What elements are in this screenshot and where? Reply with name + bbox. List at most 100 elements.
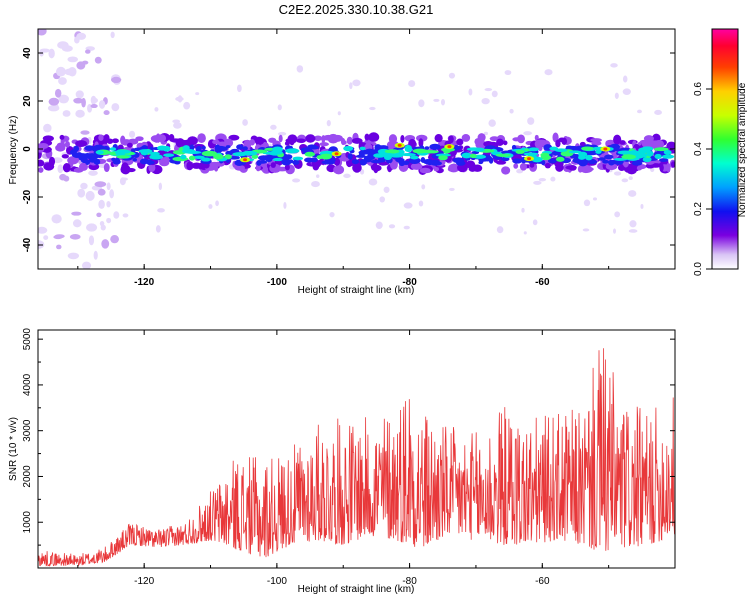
spectrogram-blob xyxy=(517,134,525,144)
snr-ylabel: SNR (10 * v/v) xyxy=(8,417,19,481)
spectrogram-blob xyxy=(409,155,419,160)
spectrogram-blob xyxy=(180,154,187,160)
spectrogram-blob xyxy=(642,156,652,163)
snr-series-line xyxy=(38,348,675,567)
spectrogram-blob xyxy=(519,162,527,171)
spectrogram-blob xyxy=(346,161,355,167)
spectrogram-blob xyxy=(94,181,107,188)
spectrogram-blob xyxy=(512,158,523,164)
spectrogram-blob xyxy=(547,158,557,164)
spectrogram-blob xyxy=(447,165,459,173)
spectrogram-blob xyxy=(621,154,636,160)
spectrogram-blob xyxy=(257,160,268,164)
spectrogram-blob xyxy=(277,131,287,136)
spectrogram-blob xyxy=(630,150,639,156)
spectrogram-blob xyxy=(641,139,654,149)
spectrogram-blob xyxy=(200,157,211,162)
spectrogram-blob xyxy=(109,189,115,199)
spectrogram-blob xyxy=(64,141,70,148)
spectrogram-blob xyxy=(555,156,565,162)
spectrogram-blob xyxy=(426,159,433,166)
spectrogram-blob xyxy=(73,97,83,104)
spectrogram-blob xyxy=(603,147,608,151)
spectrogram-blob xyxy=(334,152,339,156)
spectrogram-blob xyxy=(242,146,248,151)
snr-xtick-label: -120 xyxy=(134,576,154,587)
spectrogram-blob xyxy=(193,155,205,159)
spectrogram-blob xyxy=(308,145,320,150)
spectrogram-blob xyxy=(225,145,231,149)
spectrogram-blob xyxy=(613,134,622,145)
spectrogram-blob xyxy=(626,163,637,173)
spectrogram-blob xyxy=(661,154,675,159)
spectrogram-blob xyxy=(300,147,310,152)
spectrogram-xlabel: Height of straight line (km) xyxy=(298,285,415,296)
spectrogram-blob xyxy=(433,166,440,172)
spectrogram-blob xyxy=(435,153,451,157)
spectrogram-blob xyxy=(270,162,276,168)
spectrogram-blob xyxy=(628,190,637,197)
spectrogram-blob xyxy=(183,101,191,110)
spectrogram-blob xyxy=(96,212,102,218)
spectrogram-blob xyxy=(371,164,382,172)
spectrogram-blob xyxy=(550,176,556,182)
spectrogram-blob xyxy=(369,106,376,111)
spectrogram-blob xyxy=(590,160,598,164)
colorbar-ticks: 0.0 0.2 0.4 0.6 xyxy=(693,82,712,276)
spectrogram-blob xyxy=(58,94,69,104)
spectrogram-blob xyxy=(95,150,104,155)
spectrogram-blob xyxy=(94,56,102,64)
spectrogram-blob xyxy=(80,182,88,190)
spectrogram-blob xyxy=(434,146,440,150)
spectrogram-blob xyxy=(544,162,551,169)
spectrogram-blob xyxy=(523,131,532,136)
spectrogram-blob xyxy=(304,151,316,157)
spectrogram-blob xyxy=(175,96,184,102)
spectrogram-blob xyxy=(241,150,258,156)
spectrogram-blob xyxy=(516,169,524,174)
spectrogram-blob xyxy=(540,152,550,158)
spectrogram-blob xyxy=(418,99,425,108)
spectrogram-blob xyxy=(358,150,365,158)
spectrogram-blob xyxy=(670,161,675,168)
spectrogram-blob xyxy=(374,144,382,151)
spectrogram-blob xyxy=(388,224,396,229)
spectrogram-blob xyxy=(628,229,638,233)
spectrogram-blob xyxy=(610,159,618,165)
spectrogram-blob xyxy=(69,233,81,240)
spectrogram-blob xyxy=(622,88,631,95)
spectrogram-blob xyxy=(532,219,538,226)
spectrogram-blob xyxy=(101,239,110,249)
spectrogram-blob xyxy=(572,153,577,157)
spectrogram-blob xyxy=(628,176,633,181)
spectrogram-blob xyxy=(126,142,133,148)
spectrogram-blob xyxy=(592,197,598,201)
spectrogram-blob xyxy=(408,80,416,87)
spectrogram-blob xyxy=(292,160,300,165)
spectrogram-blob xyxy=(284,154,293,160)
spectrogram-blob xyxy=(438,155,448,161)
spectrogram-blob xyxy=(296,65,304,73)
spectrogram-blob xyxy=(129,130,136,138)
spectrogram-blob xyxy=(38,167,44,173)
spectrogram-blob xyxy=(70,149,78,155)
spectrogram-blob xyxy=(48,97,60,106)
spectrogram-blob xyxy=(403,225,410,230)
spectrogram-blob xyxy=(112,159,121,165)
spectrogram-blob xyxy=(154,107,159,112)
spectrogram-blob xyxy=(173,121,182,129)
spectrogram-blob xyxy=(88,163,100,171)
spectrogram-blob xyxy=(201,150,218,157)
spectrogram-blob xyxy=(103,110,110,116)
spectrogram-blob xyxy=(521,207,525,213)
spectrogram-blob xyxy=(424,146,430,151)
spectrogram-blob xyxy=(456,138,464,146)
spectrogram-blob xyxy=(663,149,672,155)
spectrogram-blob xyxy=(228,134,240,141)
spectrogram-blob xyxy=(631,160,643,166)
spectrogram-blob xyxy=(111,103,120,112)
spectrogram-blob xyxy=(313,135,323,141)
spectrogram-ytick-label: 20 xyxy=(22,95,33,107)
spectrogram-blob xyxy=(434,133,443,143)
spectrogram-blob xyxy=(84,145,95,152)
